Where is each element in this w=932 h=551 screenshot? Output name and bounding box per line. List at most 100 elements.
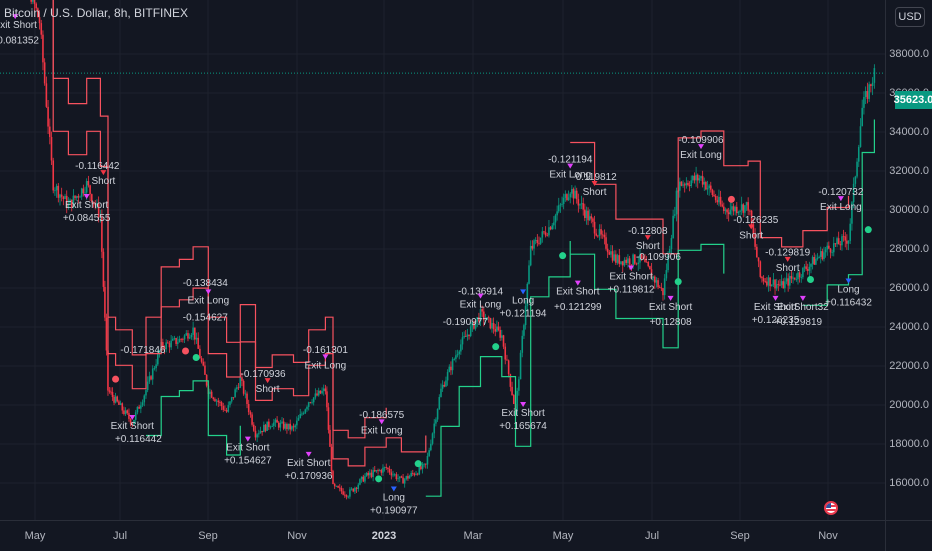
candle-body xyxy=(479,309,482,322)
candle-body xyxy=(145,390,147,396)
candle-body xyxy=(225,410,228,412)
candle-body xyxy=(580,203,583,205)
candle-body xyxy=(45,83,48,107)
candle-body xyxy=(611,251,614,261)
candle-body xyxy=(723,206,725,211)
signal-marker xyxy=(520,289,527,295)
candle-body xyxy=(777,284,780,286)
candle-body xyxy=(538,242,540,244)
candle-body xyxy=(541,231,544,238)
signal-marker xyxy=(748,224,755,230)
annotation-label: -0.190977 xyxy=(443,317,488,328)
candle-body xyxy=(296,420,298,426)
candle-body xyxy=(663,278,666,296)
candle-body xyxy=(729,209,732,215)
candle-body xyxy=(667,254,669,271)
candle-body xyxy=(821,251,824,260)
signal-marker xyxy=(322,354,329,360)
price-chart[interactable]: Exit Short +0.081352 -0.116442 Short Exit Sh… xyxy=(0,0,885,520)
time-axis[interactable]: May Jul Sep Nov 2023 Mar May Jul Sep Nov xyxy=(0,520,885,551)
candle-body xyxy=(382,467,384,473)
candle-body xyxy=(256,434,258,438)
annotation-label: -0.116442 xyxy=(75,161,120,172)
us-flag-icon[interactable] xyxy=(824,501,838,515)
candle-body xyxy=(357,484,360,489)
currency-button[interactable]: USD xyxy=(895,7,925,27)
candle-body xyxy=(441,384,444,389)
candle-body xyxy=(426,456,429,465)
candle-body xyxy=(528,265,530,284)
candle-body xyxy=(94,202,97,206)
candle-body xyxy=(637,262,640,265)
annotation-label: +0.116442 xyxy=(115,434,162,445)
annotation-label: Short xyxy=(256,384,280,395)
candle-body xyxy=(511,386,513,396)
candle-body xyxy=(492,323,495,330)
candle-body xyxy=(202,361,205,366)
candle-body xyxy=(405,476,408,480)
signal-marker xyxy=(574,280,581,286)
candle-body xyxy=(579,204,581,206)
entry-dot xyxy=(492,343,500,351)
price-axis[interactable]: 38000.036000.034000.032000.030000.028000… xyxy=(885,0,932,520)
candle-body xyxy=(501,335,503,338)
candle-body xyxy=(79,196,81,198)
candle-body xyxy=(162,342,164,348)
candle-body xyxy=(451,359,454,371)
candle-body xyxy=(150,376,152,380)
signal-marker xyxy=(837,196,844,202)
candle-body xyxy=(571,188,573,194)
candle-body xyxy=(342,491,344,495)
candle-body xyxy=(692,175,694,181)
candle-body xyxy=(831,252,833,254)
candle-body xyxy=(222,406,225,410)
price-tick: 24000.0 xyxy=(889,321,929,333)
candle-body xyxy=(859,126,862,147)
price-tick: 20000.0 xyxy=(889,399,929,411)
candle-body xyxy=(739,210,741,212)
candle-body xyxy=(455,355,457,359)
entry-dot xyxy=(375,475,383,483)
candle-body xyxy=(650,269,653,279)
candle-body xyxy=(286,424,288,430)
candle-body xyxy=(491,323,493,329)
annotation-label: Exit Long xyxy=(680,150,722,161)
candle-body xyxy=(788,275,791,286)
candle-body xyxy=(423,463,425,465)
candle-body xyxy=(121,403,124,411)
entry-dot xyxy=(414,460,422,468)
candle-body xyxy=(173,338,176,339)
candle-body xyxy=(395,474,398,480)
candle-body xyxy=(133,419,135,425)
candle-body xyxy=(593,221,596,234)
candle-body xyxy=(665,270,668,279)
chart-area[interactable]: Exit Short +0.081352 -0.116442 Short Exit Sh… xyxy=(0,0,885,520)
candle-body xyxy=(660,287,663,289)
symbol-title[interactable]: Bitcoin / U.S. Dollar, 8h, BITFINEX xyxy=(4,6,189,20)
candle-body xyxy=(811,256,814,264)
candle-body xyxy=(263,424,265,433)
candle-body xyxy=(837,238,840,245)
candle-body xyxy=(868,84,870,99)
candle-body xyxy=(370,472,373,477)
candle-body xyxy=(244,393,247,395)
candle-body xyxy=(367,472,370,476)
candle-body xyxy=(143,395,146,403)
candle-body xyxy=(813,256,816,265)
candle-body xyxy=(448,366,451,373)
candle-body xyxy=(531,245,534,249)
candle-body xyxy=(124,410,127,414)
candle-body xyxy=(600,229,602,235)
candle-body xyxy=(178,339,181,343)
candle-body xyxy=(359,479,361,485)
candle-body xyxy=(679,181,681,191)
candle-body xyxy=(171,338,174,341)
candle-body xyxy=(271,425,273,427)
candle-body xyxy=(62,196,65,200)
candle-body xyxy=(670,238,673,249)
annotation-label: +0.121299 xyxy=(554,302,602,313)
candle-body xyxy=(572,188,575,199)
candle-body xyxy=(380,470,383,473)
candle-body xyxy=(687,182,689,186)
candle-body xyxy=(478,317,480,322)
